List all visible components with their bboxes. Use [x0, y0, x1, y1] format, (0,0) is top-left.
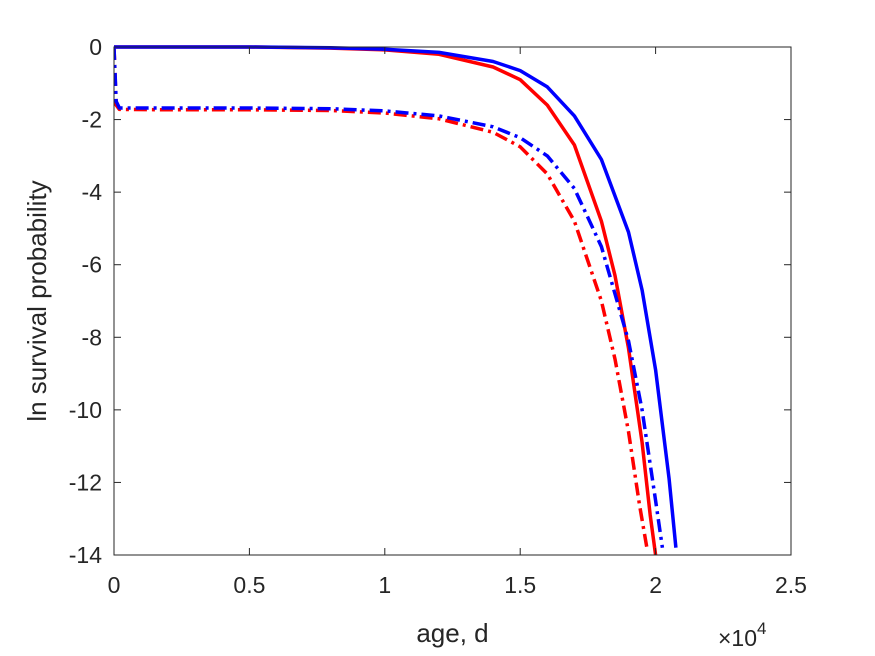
x-tick-label: 1.5: [504, 572, 536, 598]
x-tick-label: 2.5: [775, 572, 807, 598]
y-tick-label: -6: [82, 252, 102, 278]
y-tick-label: -10: [69, 397, 102, 423]
x-tick-label: 0: [108, 572, 121, 598]
x-tick-label: 1: [378, 572, 391, 598]
x-axis-label: age, d: [416, 618, 488, 648]
x-tick-label: 2: [649, 572, 662, 598]
y-tick-label: -8: [82, 324, 102, 350]
series-line-3: [114, 46, 650, 552]
x-exponent-base: ×10: [718, 625, 757, 651]
y-axis-label: ln survival probability: [22, 180, 52, 421]
y-tick-label: -12: [69, 469, 102, 495]
plot-area: [114, 47, 791, 555]
y-tick-label: -4: [82, 179, 103, 205]
y-tick-label: 0: [89, 34, 102, 60]
y-tick-label: -14: [69, 542, 102, 568]
tick-layer: 0 0.5 1 1.5 2 2.5 0 -2 -4 -6 -8 -10 -12 -14: [69, 34, 807, 598]
series-line-4: [114, 46, 665, 548]
axes-box: [113, 46, 792, 556]
x-axis-exponent: ×104: [718, 619, 766, 651]
y-tick-label: -2: [82, 107, 102, 133]
x-exponent-power: 4: [757, 619, 766, 638]
x-tick-label: 0.5: [233, 572, 265, 598]
